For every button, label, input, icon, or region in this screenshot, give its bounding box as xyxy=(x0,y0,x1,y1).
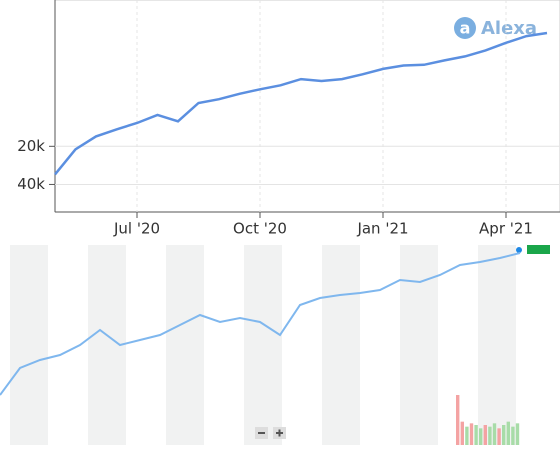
volume-bar xyxy=(488,426,492,445)
volume-bar xyxy=(502,425,506,445)
data-line xyxy=(0,252,521,396)
band xyxy=(10,245,48,445)
band xyxy=(166,245,204,445)
alexa-logo: a Alexa xyxy=(454,17,537,39)
logo-icon-text: a xyxy=(460,19,471,38)
volume-bar xyxy=(465,426,469,445)
zoom-buttons xyxy=(255,427,286,439)
price-badge xyxy=(527,245,550,254)
volume-bar xyxy=(515,423,520,445)
last-point xyxy=(516,247,522,253)
volume-bar xyxy=(497,428,501,445)
band xyxy=(322,245,360,445)
band xyxy=(244,245,282,445)
volume-bar xyxy=(506,421,510,445)
volume-bar xyxy=(460,421,464,445)
band xyxy=(478,245,516,445)
plot-frame xyxy=(54,0,560,213)
volume-bar xyxy=(511,426,515,445)
logo-icon xyxy=(454,17,476,39)
shaded-bands xyxy=(10,245,516,445)
volume-bar xyxy=(474,425,478,445)
x-tick-label: Oct '20 xyxy=(233,220,287,238)
logo-text: Alexa xyxy=(481,18,537,39)
data-line xyxy=(54,31,548,176)
volume-bar xyxy=(479,428,483,445)
band xyxy=(400,245,438,445)
x-tick-label: Jul '20 xyxy=(113,220,160,238)
y-tick-label: 20k xyxy=(17,137,45,155)
y-tick-label: 40k xyxy=(17,175,45,193)
x-tick-label: Apr '21 xyxy=(479,220,533,238)
volume-bar xyxy=(483,425,487,445)
x-tick-label: Jan '21 xyxy=(356,220,408,238)
volume-bar xyxy=(492,423,497,445)
volume-bar xyxy=(456,395,460,445)
volume-bar xyxy=(469,423,474,445)
